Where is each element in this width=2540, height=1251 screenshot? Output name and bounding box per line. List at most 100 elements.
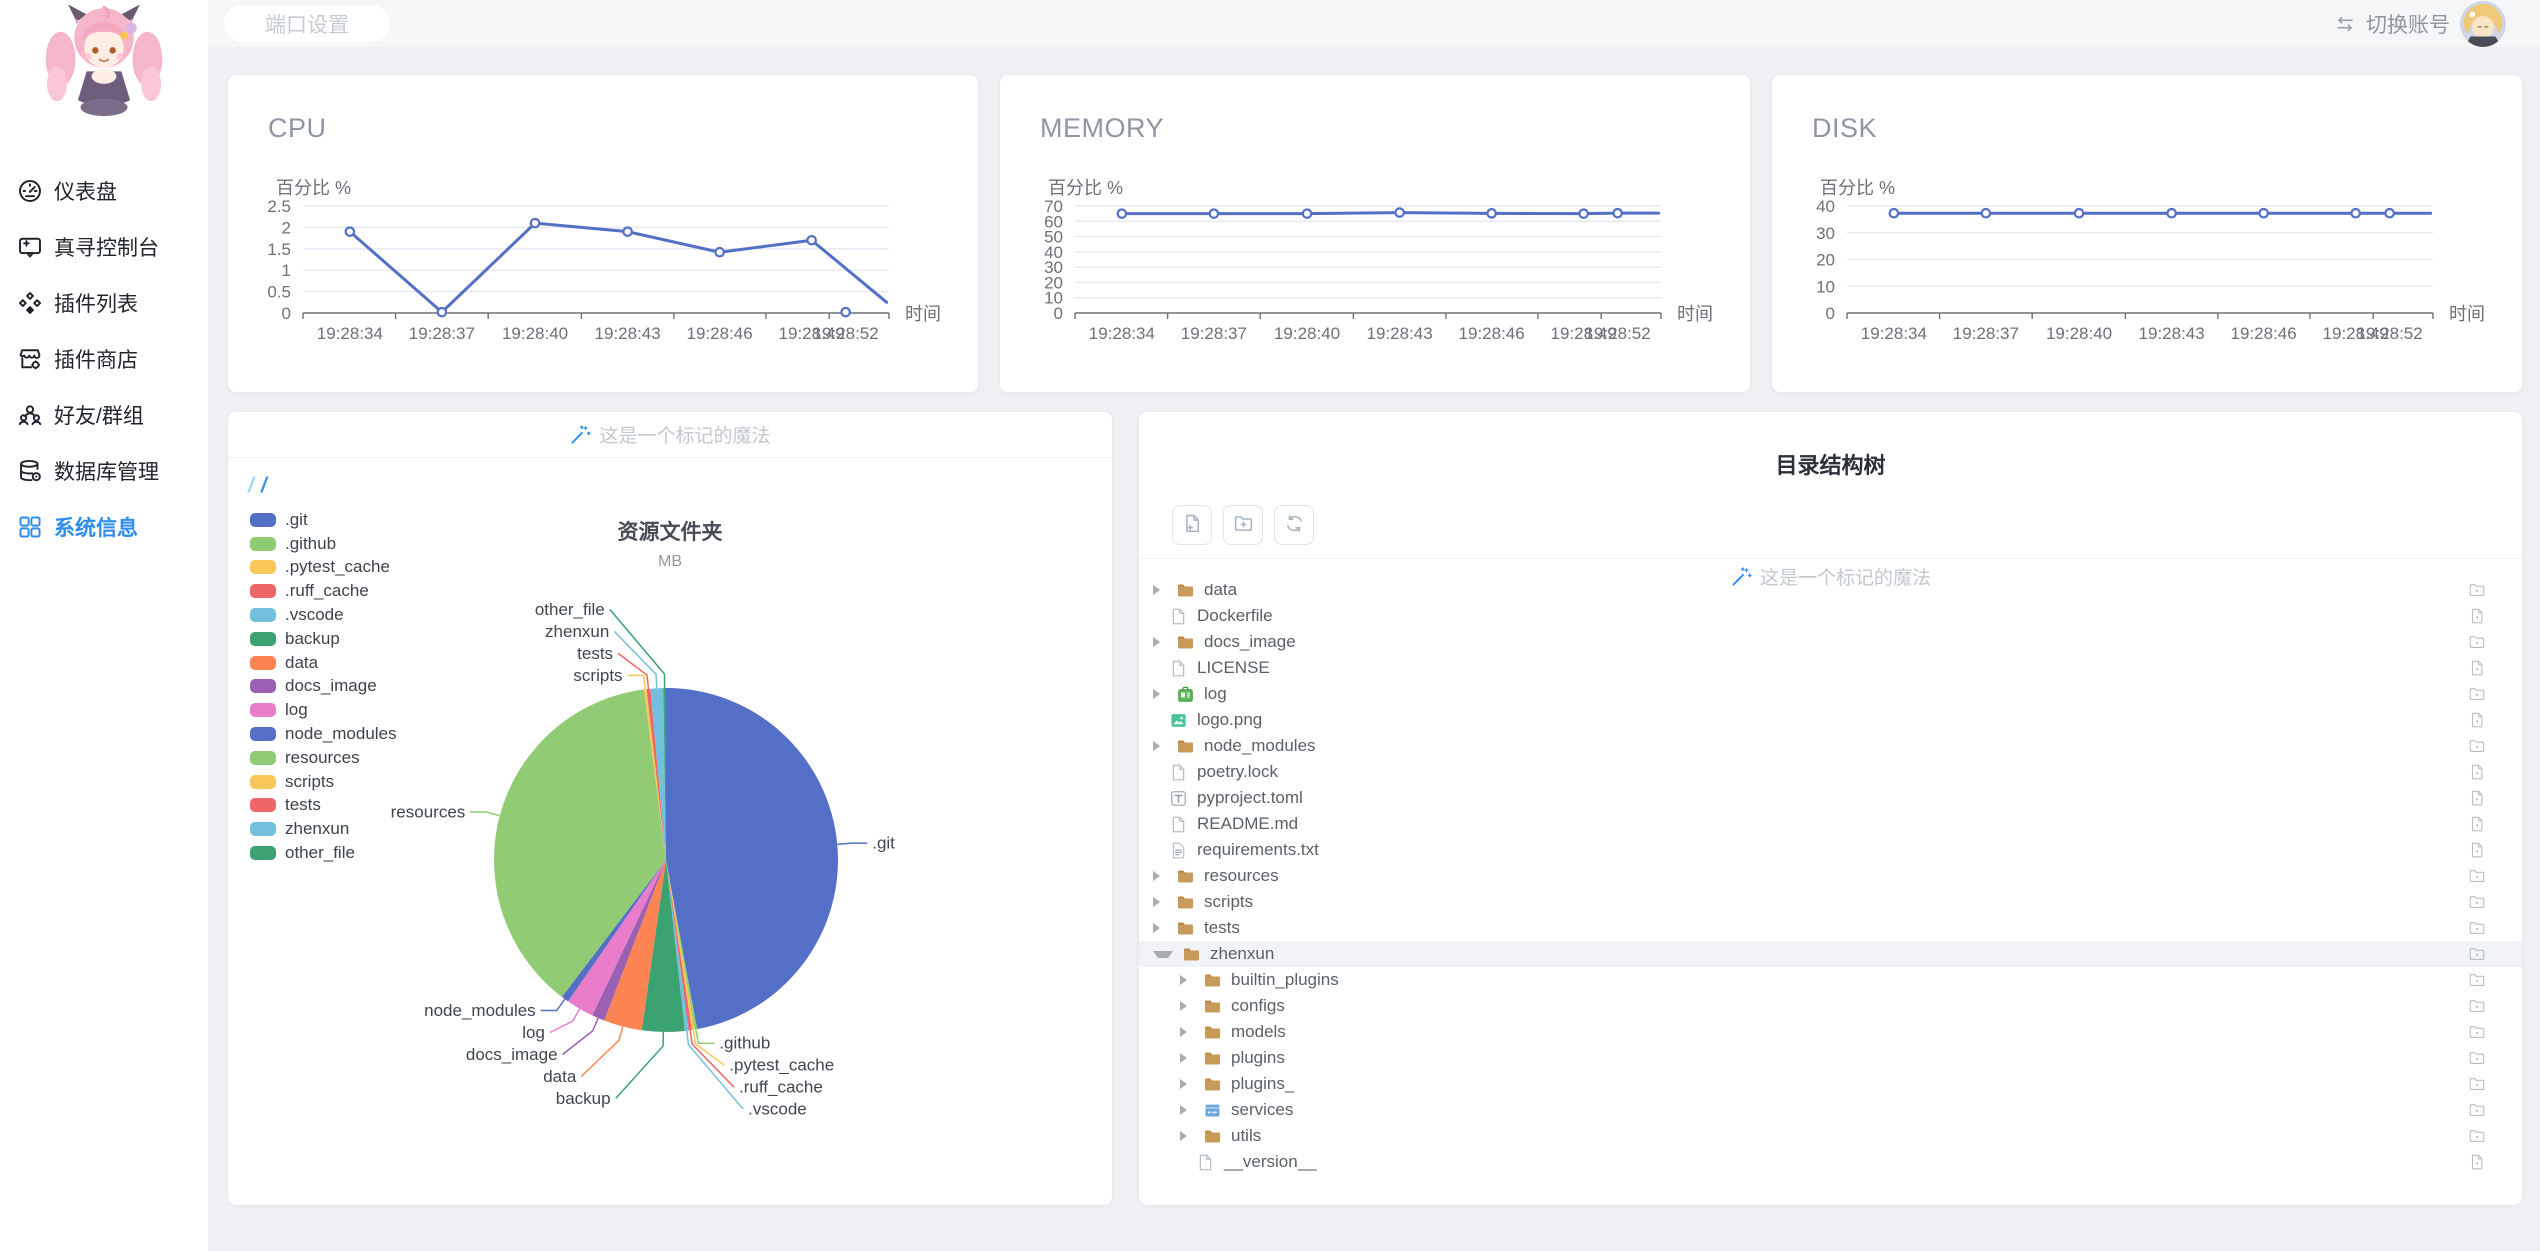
sidebar-item-0[interactable]: 仪表盘 <box>0 169 208 213</box>
act-file-action-icon[interactable] <box>2468 789 2486 807</box>
tree-row-plugins_[interactable]: plugins_ <box>1139 1071 2522 1097</box>
tree-row-tests[interactable]: tests <box>1139 915 2522 941</box>
caret-right-icon[interactable] <box>1153 637 1167 647</box>
act-folder-action-icon[interactable] <box>2468 945 2486 963</box>
act-file-action-icon[interactable] <box>2468 815 2486 833</box>
tree-row-LICENSE[interactable]: LICENSE <box>1139 655 2522 681</box>
tree-row-label: plugins_ <box>1231 1074 1295 1093</box>
sidebar-item-5[interactable]: 数据库管理 <box>0 449 208 493</box>
act-folder-action-icon[interactable] <box>2468 1075 2486 1093</box>
caret-right-icon[interactable] <box>1180 1027 1194 1037</box>
act-folder-action-icon[interactable] <box>2468 584 2486 599</box>
pie-slice-scripts <box>643 689 666 860</box>
act-folder-action-icon[interactable] <box>2468 997 2486 1015</box>
breadcrumb[interactable]: / / <box>248 474 267 498</box>
folder-plus-icon <box>1233 513 1254 537</box>
pie-slice-.vscode <box>666 860 689 1031</box>
tree-row-__version__[interactable]: __version__ <box>1139 1149 2522 1175</box>
legend-item-resources[interactable]: resources <box>250 746 397 770</box>
tree-row-log[interactable]: log <box>1139 681 2522 707</box>
tree-row-configs[interactable]: configs <box>1139 993 2522 1019</box>
sidebar-item-3[interactable]: 插件商店 <box>0 337 208 381</box>
avatar[interactable] <box>2460 0 2506 47</box>
caret-right-icon[interactable] <box>1153 585 1167 595</box>
caret-right-icon[interactable] <box>1180 1001 1194 1011</box>
port-settings-button[interactable]: 端口设置 <box>224 5 390 42</box>
legend-item-.github[interactable]: .github <box>250 532 397 556</box>
act-folder-action-icon[interactable] <box>2468 1127 2486 1145</box>
sidebar-item-2[interactable]: 插件列表 <box>0 281 208 325</box>
new-folder-button[interactable] <box>1223 505 1263 545</box>
legend-item-docs_image[interactable]: docs_image <box>250 675 397 699</box>
caret-right-icon[interactable] <box>1153 897 1167 907</box>
caret-right-icon[interactable] <box>1180 1131 1194 1141</box>
caret-down-icon[interactable] <box>1153 950 1173 958</box>
act-folder-action-icon[interactable] <box>2468 1101 2486 1119</box>
tree-row-requirements.txt[interactable]: requirements.txt <box>1139 837 2522 863</box>
act-file-action-icon[interactable] <box>2468 711 2486 729</box>
legend-item-node_modules[interactable]: node_modules <box>250 722 397 746</box>
caret-right-icon[interactable] <box>1153 923 1167 933</box>
act-file-action-icon[interactable] <box>2468 841 2486 859</box>
legend-swatch <box>250 679 276 694</box>
sidebar-item-6[interactable]: 系统信息 <box>0 505 208 549</box>
svg-text:19:28:49: 19:28:49 <box>1551 324 1617 343</box>
act-file-action-icon[interactable] <box>2468 607 2486 625</box>
topbar: 端口设置 切换账号 <box>208 0 2540 47</box>
caret-right-icon[interactable] <box>1153 871 1167 881</box>
act-file-action-icon[interactable] <box>2468 763 2486 781</box>
tree-row-plugins[interactable]: plugins <box>1139 1045 2522 1071</box>
tree-row-Dockerfile[interactable]: Dockerfile <box>1139 603 2522 629</box>
act-folder-action-icon[interactable] <box>2468 893 2486 911</box>
tree-row-models[interactable]: models <box>1139 1019 2522 1045</box>
legend-item-.git[interactable]: .git <box>250 508 397 532</box>
legend-item-.vscode[interactable]: .vscode <box>250 603 397 627</box>
caret-right-icon[interactable] <box>1180 1079 1194 1089</box>
act-file-action-icon[interactable] <box>2468 659 2486 677</box>
act-folder-action-icon[interactable] <box>2468 919 2486 937</box>
legend-item-log[interactable]: log <box>250 698 397 722</box>
caret-right-icon[interactable] <box>1153 689 1167 699</box>
tree-row-resources[interactable]: resources <box>1139 863 2522 889</box>
caret-right-icon[interactable] <box>1180 1105 1194 1115</box>
legend-item-scripts[interactable]: scripts <box>250 770 397 794</box>
act-folder-action-icon[interactable] <box>2468 633 2486 651</box>
tree-row-builtin_plugins[interactable]: builtin_plugins <box>1139 967 2522 993</box>
legend-item-zhenxun[interactable]: zhenxun <box>250 817 397 841</box>
tree-row-zhenxun[interactable]: zhenxun <box>1139 941 2522 967</box>
legend-item-.pytest_cache[interactable]: .pytest_cache <box>250 556 397 580</box>
caret-right-icon[interactable] <box>1153 741 1167 751</box>
tree-row-data[interactable]: data <box>1139 584 2522 603</box>
legend-item-data[interactable]: data <box>250 651 397 675</box>
act-folder-action-icon[interactable] <box>2468 867 2486 885</box>
sidebar-item-4[interactable]: 好友/群组 <box>0 393 208 437</box>
tree-row-pyproject.toml[interactable]: pyproject.toml <box>1139 785 2522 811</box>
tree-row-docs_image[interactable]: docs_image <box>1139 629 2522 655</box>
legend-item-other_file[interactable]: other_file <box>250 841 397 865</box>
caret-right-icon[interactable] <box>1180 975 1194 985</box>
legend-item-backup[interactable]: backup <box>250 627 397 651</box>
breadcrumb-root[interactable]: / <box>248 474 254 497</box>
act-folder-action-icon[interactable] <box>2468 685 2486 703</box>
refresh-button[interactable] <box>1274 505 1314 545</box>
new-file-button[interactable] <box>1172 505 1212 545</box>
tree-row-README.md[interactable]: README.md <box>1139 811 2522 837</box>
tree-row-logo.png[interactable]: logo.png <box>1139 707 2522 733</box>
caret-right-icon[interactable] <box>1180 1053 1194 1063</box>
sidebar-item-1[interactable]: 真寻控制台 <box>0 225 208 269</box>
switch-account-label[interactable]: 切换账号 <box>2366 13 2450 37</box>
tree-row-utils[interactable]: utils <box>1139 1123 2522 1149</box>
tree-row-scripts[interactable]: scripts <box>1139 889 2522 915</box>
act-folder-action-icon[interactable] <box>2468 971 2486 989</box>
file-icon <box>1169 815 1188 834</box>
act-folder-action-icon[interactable] <box>2468 737 2486 755</box>
tree-row-node_modules[interactable]: node_modules <box>1139 733 2522 759</box>
act-folder-action-icon[interactable] <box>2468 1049 2486 1067</box>
act-file-action-icon[interactable] <box>2468 1153 2486 1171</box>
legend-item-.ruff_cache[interactable]: .ruff_cache <box>250 579 397 603</box>
legend-item-tests[interactable]: tests <box>250 794 397 818</box>
act-folder-action-icon[interactable] <box>2468 1023 2486 1041</box>
tree-row-poetry.lock[interactable]: poetry.lock <box>1139 759 2522 785</box>
tree-viewport[interactable]: data Dockerfile docs_image LICENSE log l… <box>1139 584 2522 1193</box>
tree-row-services[interactable]: services <box>1139 1097 2522 1123</box>
